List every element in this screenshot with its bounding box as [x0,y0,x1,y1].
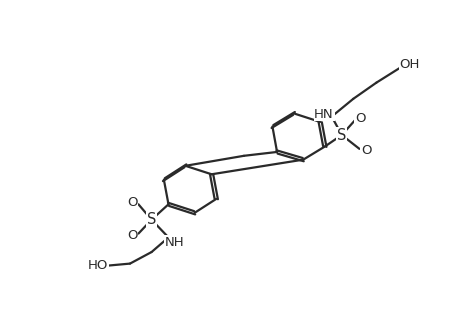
Text: O: O [127,196,138,209]
Text: HN: HN [314,108,334,121]
Text: NH: NH [165,235,185,248]
Text: HO: HO [88,259,109,272]
Text: OH: OH [399,58,420,71]
Text: O: O [127,229,138,242]
Text: S: S [147,212,156,227]
Text: S: S [337,128,347,142]
Text: O: O [355,112,366,125]
Text: O: O [361,144,372,157]
